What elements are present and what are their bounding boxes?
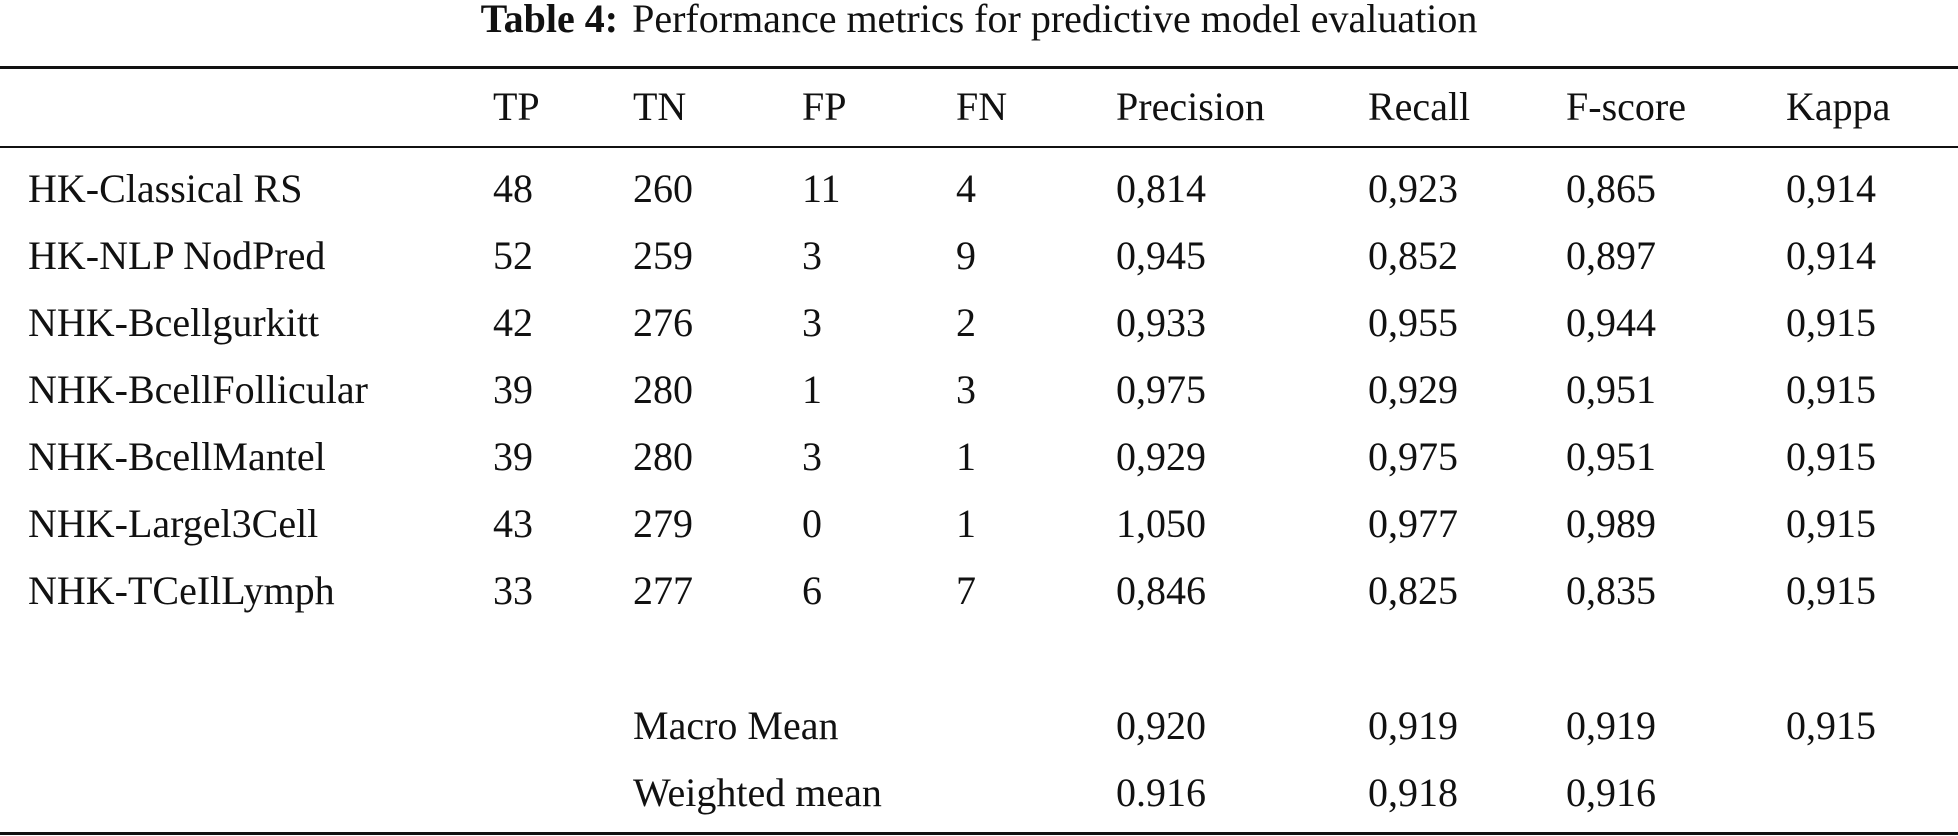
cell-fn: 7 (956, 568, 976, 613)
cell-tn: 277 (633, 568, 693, 613)
cell-fp: 3 (802, 300, 822, 345)
table-bottom-rule (0, 832, 1958, 835)
cell-fp: 3 (802, 233, 822, 278)
cell-fscore: 0,835 (1566, 568, 1656, 613)
header-cell-tn: TN (633, 84, 687, 129)
header-cell-precision: Precision (1116, 84, 1265, 129)
cell-fp: 11 (802, 166, 841, 211)
cell-tp: 52 (493, 233, 533, 278)
cell-kappa: 0,915 (1786, 300, 1876, 345)
summary-recall: 0,919 (1368, 703, 1458, 748)
cell-kappa: 0,914 (1786, 166, 1876, 211)
cell-precision: 0,846 (1116, 568, 1206, 613)
header-cell-kappa: Kappa (1786, 84, 1891, 129)
cell-tn: 280 (633, 434, 693, 479)
table-caption-text: Performance metrics for predictive model… (632, 0, 1478, 41)
summary-row-macro-mean: Macro Mean 0,920 0,919 0,919 0,915 (0, 698, 1958, 754)
summary-kappa: 0,915 (1786, 703, 1876, 748)
summary-fscore: 0,919 (1566, 703, 1656, 748)
cell-precision: 1,050 (1116, 501, 1206, 546)
cell-kappa: 0,915 (1786, 367, 1876, 412)
cell-fp: 0 (802, 501, 822, 546)
table-row: NHK-BcellMantel 39 280 3 1 0,929 0,975 0… (0, 429, 1958, 485)
cell-recall: 0,929 (1368, 367, 1458, 412)
cell-fn: 1 (956, 434, 976, 479)
cell-fp: 1 (802, 367, 822, 412)
cell-fn: 2 (956, 300, 976, 345)
cell-fn: 3 (956, 367, 976, 412)
cell-fn: 9 (956, 233, 976, 278)
cell-kappa: 0,915 (1786, 434, 1876, 479)
cell-precision: 0,975 (1116, 367, 1206, 412)
cell-kappa: 0,915 (1786, 568, 1876, 613)
header-cell-recall: Recall (1368, 84, 1471, 129)
cell-tn: 280 (633, 367, 693, 412)
cell-fscore: 0,865 (1566, 166, 1656, 211)
table-row: HK-Classical RS 48 260 11 4 0,814 0,923 … (0, 161, 1958, 217)
cell-recall: 0,975 (1368, 434, 1458, 479)
cell-recall: 0,825 (1368, 568, 1458, 613)
summary-label: Macro Mean (633, 703, 839, 748)
cell-fscore: 0,951 (1566, 367, 1656, 412)
summary-row-weighted-mean: Weighted mean 0.916 0,918 0,916 (0, 765, 1958, 821)
cell-tp: 39 (493, 434, 533, 479)
header-cell-fscore: F-score (1566, 84, 1686, 129)
cell-precision: 0,933 (1116, 300, 1206, 345)
cell-kappa: 0,914 (1786, 233, 1876, 278)
cell-fn: 1 (956, 501, 976, 546)
row-label: NHK-BcellFollicular (28, 367, 368, 412)
summary-precision: 0.916 (1116, 770, 1206, 815)
row-label: HK-Classical RS (28, 166, 303, 211)
cell-fp: 3 (802, 434, 822, 479)
table-row: NHK-BcellFollicular 39 280 1 3 0,975 0,9… (0, 362, 1958, 418)
cell-recall: 0,977 (1368, 501, 1458, 546)
cell-recall: 0,955 (1368, 300, 1458, 345)
header-cell-fn: FN (956, 84, 1008, 129)
row-label: NHK-Bcellgurkitt (28, 300, 320, 345)
cell-fscore: 0,944 (1566, 300, 1656, 345)
summary-label: Weighted mean (633, 770, 882, 815)
cell-tp: 39 (493, 367, 533, 412)
table-row: NHK-Bcellgurkitt 42 276 3 2 0,933 0,955 … (0, 295, 1958, 351)
table-header-row: TP TN FP FN Precision Recall F-score Kap… (0, 79, 1958, 135)
table-header-rule (0, 146, 1958, 148)
row-label: NHK-Largel3Cell (28, 501, 319, 546)
row-label: HK-NLP NodPred (28, 233, 326, 278)
cell-fn: 4 (956, 166, 976, 211)
table-caption: Table 4: Performance metrics for predicti… (0, 0, 1958, 40)
cell-tn: 259 (633, 233, 693, 278)
cell-tn: 260 (633, 166, 693, 211)
cell-fscore: 0,897 (1566, 233, 1656, 278)
cell-tp: 42 (493, 300, 533, 345)
cell-tn: 279 (633, 501, 693, 546)
table-top-rule (0, 66, 1958, 69)
cell-precision: 0,929 (1116, 434, 1206, 479)
row-label: NHK-BcellMantel (28, 434, 326, 479)
cell-precision: 0,945 (1116, 233, 1206, 278)
row-label: NHK-TCeIlLymph (28, 568, 335, 613)
cell-tp: 43 (493, 501, 533, 546)
cell-tn: 276 (633, 300, 693, 345)
summary-precision: 0,920 (1116, 703, 1206, 748)
cell-recall: 0,852 (1368, 233, 1458, 278)
header-cell-fp: FP (802, 84, 847, 129)
cell-tp: 48 (493, 166, 533, 211)
cell-precision: 0,814 (1116, 166, 1206, 211)
table-row: NHK-Largel3Cell 43 279 0 1 1,050 0,977 0… (0, 496, 1958, 552)
summary-fscore: 0,916 (1566, 770, 1656, 815)
table-row: NHK-TCeIlLymph 33 277 6 7 0,846 0,825 0,… (0, 563, 1958, 619)
cell-fscore: 0,951 (1566, 434, 1656, 479)
cell-recall: 0,923 (1368, 166, 1458, 211)
cell-fscore: 0,989 (1566, 501, 1656, 546)
cell-fp: 6 (802, 568, 822, 613)
cell-kappa: 0,915 (1786, 501, 1876, 546)
header-cell-tp: TP (493, 84, 540, 129)
table-caption-label: Table 4: (480, 0, 619, 41)
summary-recall: 0,918 (1368, 770, 1458, 815)
table-row: HK-NLP NodPred 52 259 3 9 0,945 0,852 0,… (0, 228, 1958, 284)
cell-tp: 33 (493, 568, 533, 613)
